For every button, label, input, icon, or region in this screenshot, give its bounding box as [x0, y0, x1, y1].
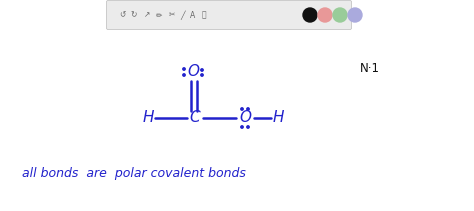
Circle shape — [201, 69, 203, 71]
Text: ╱: ╱ — [181, 10, 185, 20]
Circle shape — [318, 8, 332, 22]
Text: ↻: ↻ — [131, 11, 137, 19]
FancyBboxPatch shape — [107, 0, 352, 30]
Circle shape — [303, 8, 317, 22]
Text: ↗: ↗ — [144, 11, 150, 19]
Circle shape — [247, 108, 249, 110]
Circle shape — [348, 8, 362, 22]
Text: all bonds  are  polar covalent bonds: all bonds are polar covalent bonds — [22, 168, 246, 180]
Text: ✏: ✏ — [156, 11, 162, 19]
Text: H: H — [142, 111, 154, 126]
Text: ↺: ↺ — [119, 11, 125, 19]
Text: N·1: N·1 — [360, 61, 380, 74]
Text: O: O — [187, 65, 199, 80]
Text: ⬛: ⬛ — [202, 11, 206, 19]
Circle shape — [247, 126, 249, 128]
Text: O: O — [239, 111, 251, 126]
Circle shape — [241, 108, 243, 110]
Text: A: A — [191, 11, 196, 19]
Circle shape — [183, 68, 185, 70]
Circle shape — [333, 8, 347, 22]
Text: H: H — [272, 111, 284, 126]
Text: ✂: ✂ — [169, 11, 175, 19]
Circle shape — [201, 74, 203, 76]
Circle shape — [183, 74, 185, 76]
Circle shape — [241, 126, 243, 128]
Text: C: C — [190, 111, 201, 126]
